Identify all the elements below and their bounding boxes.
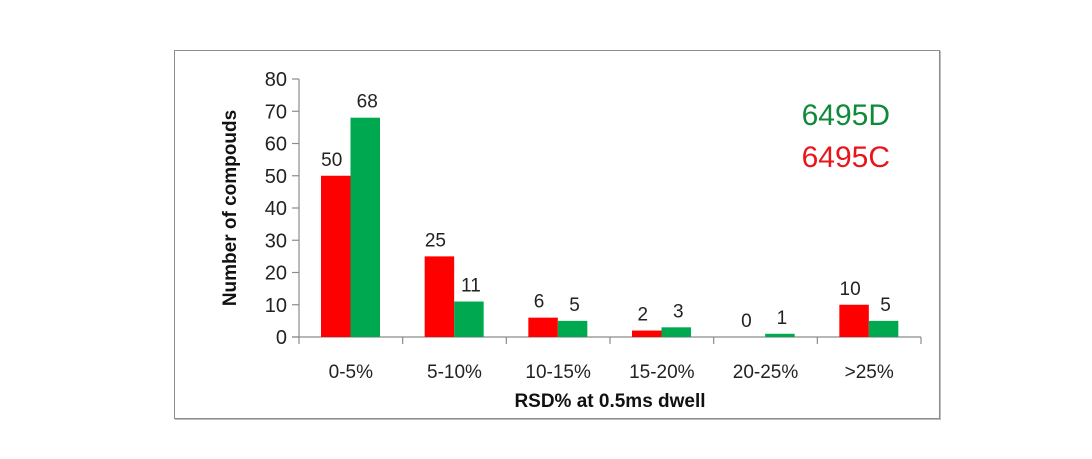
data-labels: 50 25 6 2 0 10 68 11 5 3 1 5 bbox=[321, 92, 891, 332]
data-label: 10 bbox=[840, 279, 861, 300]
x-tick-label: 20-25% bbox=[733, 362, 799, 383]
bar-6495d bbox=[454, 301, 484, 337]
bars bbox=[321, 117, 899, 337]
y-tick-label: 0 bbox=[276, 327, 287, 349]
y-tick-label: 70 bbox=[265, 101, 287, 123]
y-axis-title: Number of compouds bbox=[220, 110, 241, 306]
x-tick-label: 0-5% bbox=[329, 362, 373, 383]
bar-6495c bbox=[839, 304, 869, 337]
x-tick-label: 15-20% bbox=[629, 362, 695, 383]
data-label: 68 bbox=[357, 92, 378, 113]
legend-6495c: 6495C bbox=[802, 141, 890, 174]
bar-6495d bbox=[661, 327, 691, 337]
y-axis: 0 10 20 30 40 50 60 70 80 bbox=[265, 69, 300, 349]
data-label: 1 bbox=[777, 308, 788, 329]
bar-6495c bbox=[632, 330, 662, 337]
bar-6495c bbox=[321, 175, 351, 337]
y-tick-label: 30 bbox=[265, 230, 287, 252]
data-label: 5 bbox=[880, 295, 891, 316]
bar-6495c bbox=[528, 317, 558, 337]
chart-frame bbox=[174, 50, 940, 419]
bar-6495d bbox=[765, 333, 795, 337]
x-axis: 0-5% 5-10% 10-15% 15-20% 20-25% >25% bbox=[292, 336, 922, 383]
data-label: 11 bbox=[461, 276, 481, 297]
data-label: 3 bbox=[673, 301, 684, 322]
data-label: 50 bbox=[321, 150, 342, 171]
bar-6495d bbox=[350, 117, 380, 337]
y-tick-label: 80 bbox=[265, 69, 287, 91]
x-tick-label: 5-10% bbox=[427, 362, 482, 383]
data-label: 6 bbox=[534, 292, 545, 313]
x-tick-label: 10-15% bbox=[525, 362, 591, 383]
data-label: 25 bbox=[425, 230, 446, 251]
y-tick-label: 50 bbox=[265, 166, 287, 188]
legend-6495d: 6495D bbox=[802, 99, 890, 132]
x-tick-label: >25% bbox=[845, 362, 894, 383]
y-tick-label: 10 bbox=[265, 295, 287, 317]
y-tick-label: 40 bbox=[265, 198, 287, 220]
data-label: 5 bbox=[569, 295, 580, 316]
data-label: 0 bbox=[741, 311, 752, 332]
y-tick-label: 60 bbox=[265, 134, 287, 156]
bar-6495c bbox=[424, 256, 455, 337]
y-tick-label: 20 bbox=[265, 263, 287, 285]
bar-6495d bbox=[557, 320, 588, 337]
bar-6495d bbox=[868, 320, 899, 337]
x-axis-title: RSD% at 0.5ms dwell bbox=[514, 391, 705, 412]
data-label: 2 bbox=[637, 305, 648, 326]
